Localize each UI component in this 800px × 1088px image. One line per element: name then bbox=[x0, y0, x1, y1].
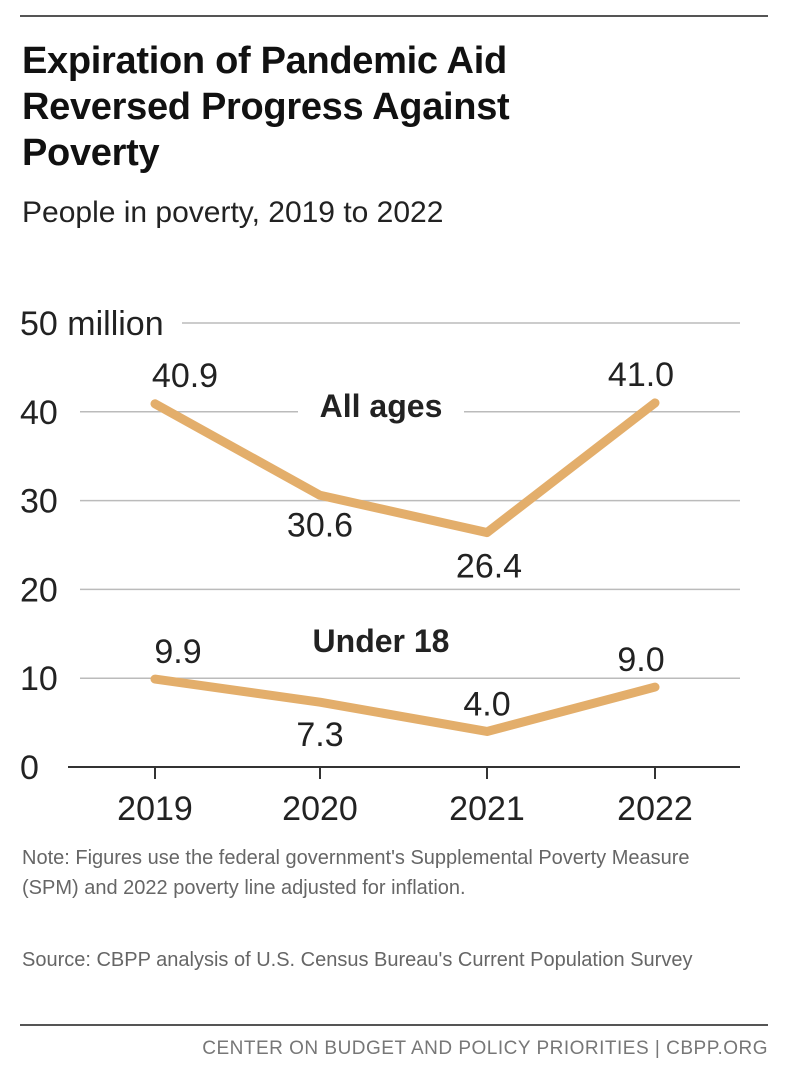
data-label: 4.0 bbox=[463, 685, 510, 723]
y-tick-label: 50 million bbox=[20, 305, 164, 343]
chart-title: Expiration of Pandemic Aid Reversed Prog… bbox=[22, 40, 510, 174]
data-label: 9.0 bbox=[617, 641, 664, 679]
chart-subtitle: People in poverty, 2019 to 2022 bbox=[22, 196, 444, 229]
y-tick-label: 30 bbox=[20, 483, 58, 521]
x-tick-label: 2019 bbox=[117, 790, 193, 828]
x-tick-label: 2020 bbox=[282, 790, 358, 828]
y-tick-label: 40 bbox=[20, 394, 58, 432]
y-tick-label: 10 bbox=[20, 660, 58, 698]
x-tick-label: 2021 bbox=[449, 790, 525, 828]
chart-source: Source: CBPP analysis of U.S. Census Bur… bbox=[22, 949, 693, 971]
series-name-label: All ages bbox=[320, 388, 443, 424]
series-line-all-ages bbox=[150, 398, 660, 538]
data-label: 9.9 bbox=[154, 633, 201, 671]
y-tick-label: 20 bbox=[20, 571, 58, 609]
data-label: 30.6 bbox=[287, 506, 353, 544]
series-name-backing bbox=[298, 622, 464, 662]
series-line-under-18 bbox=[150, 674, 660, 736]
series-name-backing bbox=[298, 387, 464, 427]
data-label: 40.9 bbox=[152, 357, 218, 395]
x-tick-label: 2022 bbox=[617, 790, 693, 828]
top-rule bbox=[20, 15, 768, 17]
data-label: 26.4 bbox=[456, 548, 522, 586]
line-chart: 0 10 20 30 40 50 million 2019 2020 2021 2022 40.9 3… bbox=[20, 305, 740, 828]
series-name-label: Under 18 bbox=[313, 623, 450, 659]
bottom-rule bbox=[20, 1024, 768, 1026]
data-label: 7.3 bbox=[296, 716, 343, 754]
footer-credit: CENTER ON BUDGET AND POLICY PRIORITIES |… bbox=[202, 1038, 768, 1059]
y-tick-label: 0 bbox=[20, 749, 39, 787]
chart-note: Note: Figures use the federal government… bbox=[22, 847, 690, 899]
data-label: 41.0 bbox=[608, 356, 674, 394]
